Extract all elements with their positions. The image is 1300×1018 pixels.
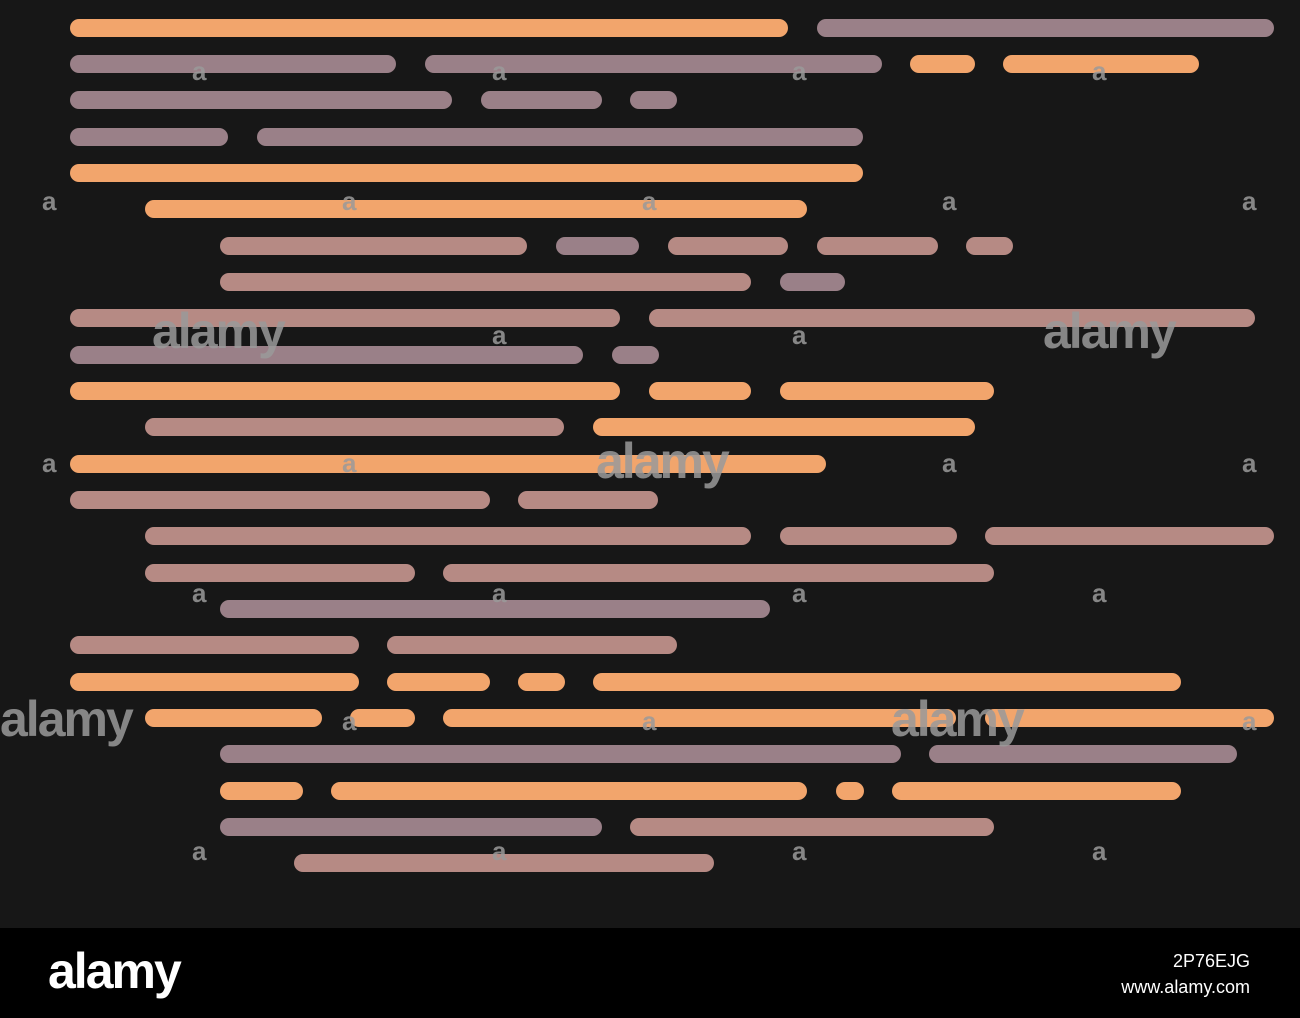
code-line-bar [145,564,415,582]
watermark-mark: a [1242,448,1257,478]
watermark-mark: a [942,186,957,216]
watermark-logo: alamy [0,691,134,747]
watermark-mark: a [942,448,957,478]
code-line-bar [220,237,527,255]
code-line-bar [220,600,770,618]
code-line-bar [70,164,863,182]
code-line-bar [70,55,396,73]
code-line-bar [780,527,957,545]
watermark-mark: a [192,836,207,866]
footer-site: www.alamy.com [1121,977,1250,997]
code-line-bar [70,309,620,327]
code-pattern-canvas: alamy alamy alamy alamy alamy a a a a a a a a a a a a a a a… [0,0,1300,928]
code-line-bar [780,273,845,291]
code-line-bar [70,491,490,509]
code-line-bar [985,709,1274,727]
code-line-bar [331,782,807,800]
code-line-bar [518,491,658,509]
code-line-bar [1003,55,1199,73]
code-line-bar [145,200,807,218]
code-line-bar [649,382,751,400]
code-line-bar [220,273,751,291]
code-line-bar [70,19,788,37]
code-line-bar [70,636,359,654]
watermark-mark: a [42,448,57,478]
code-line-bar [294,854,714,872]
footer-logo: alamy [48,943,182,999]
code-line-bar [387,636,677,654]
code-line-bar [910,55,975,73]
code-line-bar [649,309,1255,327]
code-line-bar [257,128,863,146]
code-line-bar [145,709,322,727]
footer-image-id: 2P76EJG [1172,951,1250,971]
code-line-bar [556,237,639,255]
code-line-bar [220,818,602,836]
code-line-bar [630,818,994,836]
watermark-mark: a [792,578,807,608]
code-line-bar [425,55,882,73]
code-line-bar [387,673,490,691]
code-line-bar [966,237,1013,255]
code-line-bar [443,709,956,727]
code-line-bar [145,418,564,436]
code-line-bar [593,418,975,436]
code-line-bar [70,382,620,400]
code-line-bar [70,91,452,109]
code-line-bar [892,782,1181,800]
code-line-bar [929,745,1237,763]
watermark-mark: a [1242,186,1257,216]
code-line-bar [836,782,864,800]
watermark-mark: a [1092,578,1107,608]
code-line-bar [817,19,1274,37]
watermark-mark: a [1092,836,1107,866]
code-line-bar [220,782,303,800]
code-line-bar [668,237,788,255]
code-line-bar [443,564,994,582]
code-line-bar [220,745,901,763]
code-line-bar [70,455,826,473]
code-line-bar [612,346,659,364]
code-line-bar [630,91,677,109]
watermark-mark: a [792,836,807,866]
code-line-bar [481,91,602,109]
code-line-bar [70,673,359,691]
code-line-bar [985,527,1274,545]
code-line-bar [593,673,1181,691]
code-line-bar [817,237,938,255]
code-line-bar [145,527,751,545]
code-line-bar [780,382,994,400]
code-line-bar [70,346,583,364]
code-line-bar [350,709,415,727]
stock-footer [0,928,1300,1018]
code-line-bar [518,673,565,691]
code-line-bar [70,128,228,146]
watermark-mark: a [192,578,207,608]
watermark-mark: a [42,186,57,216]
